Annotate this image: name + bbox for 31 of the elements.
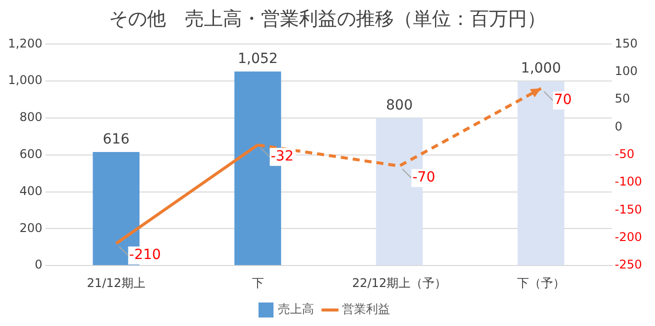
x-tick-label: 下 <box>252 276 264 290</box>
data-label: 1,052 <box>238 51 278 68</box>
data-label: 1,000 <box>520 60 562 77</box>
y2-tick-label: 100 <box>614 64 638 78</box>
y2-tick-label: -200 <box>614 230 642 244</box>
legend-label: 売上高 <box>278 302 314 316</box>
data-label: -70 <box>412 170 436 186</box>
y-tick-label: 600 <box>19 147 42 162</box>
y2-tick-label: -100 <box>614 174 642 189</box>
chart-title: その他 売上高・営業利益の推移（単位：百万円） <box>108 7 547 32</box>
x-tick-label: 下（予） <box>516 276 565 290</box>
y-tick-label: 1,200 <box>8 36 42 50</box>
y2-tick-label: -50 <box>614 147 634 162</box>
y-tick-label: 400 <box>19 184 42 198</box>
x-tick-label: 21/12期上 <box>86 276 146 290</box>
data-label: 70 <box>554 92 572 108</box>
data-label: 800 <box>386 98 413 114</box>
y-tick-label: 0 <box>34 258 42 272</box>
y-tick-label: 800 <box>19 110 42 124</box>
y2-tick-label: 0 <box>614 119 622 134</box>
legend-label: 営業利益 <box>342 302 390 316</box>
data-label: 616 <box>102 132 130 148</box>
data-label: -32 <box>270 148 294 165</box>
y2-tick-label: 50 <box>614 92 630 106</box>
data-label: -210 <box>129 247 161 264</box>
y-tick-label: 1,000 <box>8 73 42 88</box>
y2-tick-label: 150 <box>614 36 638 50</box>
y2-tick-label: -150 <box>614 202 642 216</box>
y-tick-label: 200 <box>19 220 42 235</box>
y2-tick-label: -250 <box>614 258 642 272</box>
x-tick-label: 22/12期上（予） <box>352 276 447 290</box>
